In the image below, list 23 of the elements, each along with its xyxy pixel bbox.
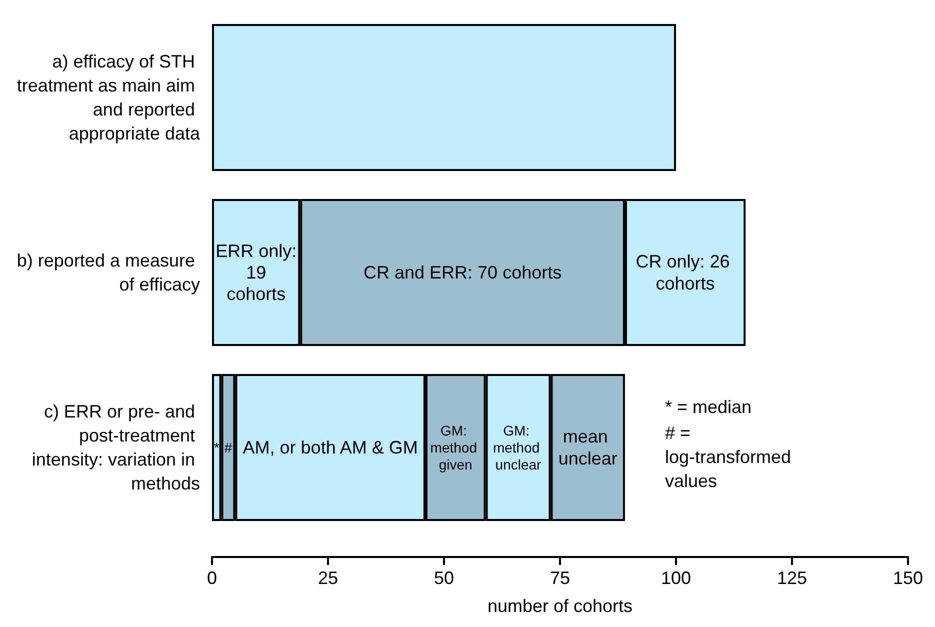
data-label: mean unclear bbox=[558, 426, 618, 468]
x-tick-label: 75 bbox=[550, 568, 570, 588]
x-tick-label: 25 bbox=[318, 568, 338, 588]
x-tick-label: 150 bbox=[892, 568, 924, 588]
y-tick-label: b) reported a measure of efficacy bbox=[16, 250, 200, 294]
data-label: GM: method unclear bbox=[492, 422, 544, 472]
data-label: CR and ERR: 70 cohorts bbox=[364, 262, 562, 282]
data-label: CR only: 26 cohorts bbox=[636, 252, 735, 294]
data-label: AM, or both AM & GM bbox=[242, 438, 418, 458]
data-label: # bbox=[224, 440, 232, 456]
data-label: GM: method given bbox=[430, 422, 481, 472]
x-tick-label: 125 bbox=[776, 568, 808, 588]
x-tick-label: 0 bbox=[206, 568, 218, 588]
y-tick-label: c) ERR or pre- and post-treatment intensity: variation in methods bbox=[32, 402, 200, 494]
annotation: # = log-transformed values bbox=[665, 423, 796, 491]
data-label: * bbox=[214, 440, 220, 456]
annotation: * = median bbox=[665, 397, 752, 417]
y-tick-label: a) efficacy of STH treatment as main aim and reported appropriate data bbox=[16, 52, 201, 144]
x-axis-title: number of cohorts bbox=[487, 596, 633, 616]
x-tick-label: 50 bbox=[434, 568, 454, 588]
x-tick-label: 100 bbox=[660, 568, 692, 588]
data-label: ERR only: 19 cohorts bbox=[216, 240, 297, 304]
bar bbox=[212, 24, 676, 171]
